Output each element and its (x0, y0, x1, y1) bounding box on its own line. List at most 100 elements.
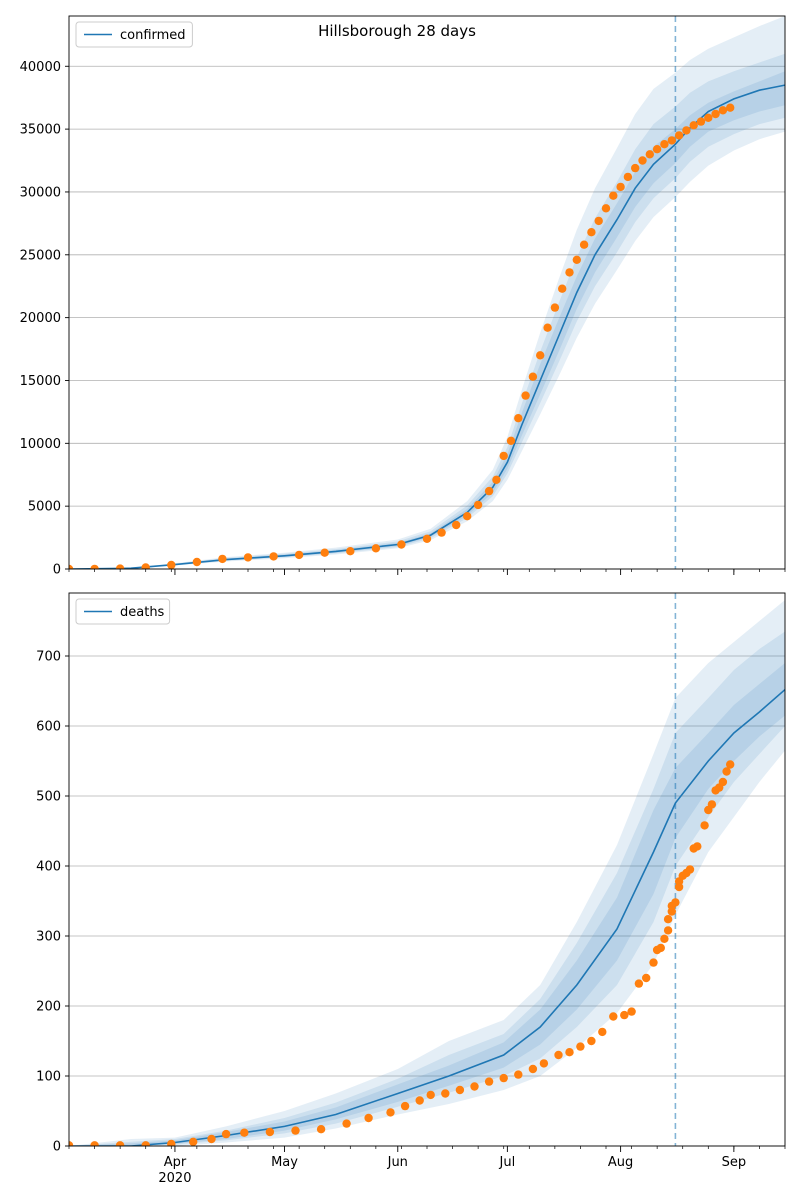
observed-point (265, 1127, 275, 1137)
observed-point (652, 145, 662, 154)
observed-point (539, 1059, 549, 1068)
observed-point (660, 140, 669, 149)
observed-point (667, 136, 676, 145)
uncertainty-band (69, 71, 785, 569)
observed-point (218, 554, 227, 564)
observed-point (620, 1010, 629, 1020)
observed-point (437, 528, 446, 537)
observed-point (634, 979, 644, 988)
observed-point (711, 109, 720, 119)
observed-point (671, 898, 680, 907)
model-line (69, 84, 785, 569)
observed-point (492, 475, 501, 484)
observed-point (69, 564, 74, 569)
observed-point (441, 1089, 450, 1098)
observed-point (700, 821, 709, 830)
observed-point (682, 126, 691, 135)
observed-point (422, 534, 432, 543)
observed-point (587, 228, 596, 237)
observed-point (645, 150, 654, 159)
x-tick-label: Jul (499, 1155, 516, 1170)
y-tick-label: 15000 (20, 374, 61, 389)
observed-point (649, 958, 658, 967)
x-tick-label: Aug (608, 1155, 633, 1170)
observed-point (587, 1036, 596, 1046)
model-line (69, 688, 785, 1146)
y-tick-label: 700 (36, 650, 61, 665)
observed-point (718, 777, 728, 787)
observed-point (415, 1096, 424, 1105)
x-tick-label: May (271, 1155, 298, 1170)
observed-point (726, 103, 735, 112)
observed-point (269, 552, 278, 561)
plot-area (69, 16, 785, 569)
observed-point (506, 436, 516, 445)
observed-point (221, 1129, 231, 1139)
y-tick-label: 0 (53, 1140, 61, 1155)
x-tick-label: Sep (722, 1155, 747, 1170)
y-tick-label: 5000 (28, 500, 61, 515)
observed-point (141, 1141, 150, 1146)
observed-point (528, 372, 538, 381)
uncertainty-band (69, 663, 785, 1146)
observed-point (598, 1027, 607, 1037)
uncertainty-band (69, 600, 785, 1146)
observed-point (455, 1085, 465, 1095)
legend-label: deaths (120, 605, 165, 620)
observed-point (243, 553, 253, 562)
x-year-label: 2020 (158, 1171, 191, 1186)
plot-area (69, 593, 785, 1146)
observed-point (463, 512, 472, 521)
observed-point (663, 915, 673, 924)
observed-point (386, 1108, 395, 1117)
observed-point (674, 131, 684, 140)
y-tick-label: 10000 (20, 437, 61, 452)
y-tick-label: 0 (53, 563, 61, 578)
observed-point (704, 113, 713, 123)
observed-point (660, 934, 669, 943)
observed-point (631, 163, 640, 173)
observed-point (207, 1134, 216, 1144)
y-tick-label: 500 (36, 790, 61, 805)
observed-point (616, 182, 625, 192)
observed-point (320, 548, 329, 557)
observed-point (294, 550, 304, 560)
confirmed-panel: 0 5000 10000 15000 20000 25000 30000 35000 40000… (20, 15, 786, 578)
y-tick-label: 300 (36, 930, 61, 945)
legend-label: confirmed (120, 28, 186, 43)
y-tick-label: 25000 (20, 248, 61, 263)
y-tick-label: 600 (36, 720, 61, 735)
observed-point (718, 106, 728, 115)
observed-point (696, 117, 706, 126)
y-tick-label: 20000 (20, 311, 61, 326)
observed-point (685, 865, 695, 874)
observed-point (189, 1137, 198, 1146)
observed-point (565, 1048, 574, 1057)
y-tick-label: 30000 (20, 185, 61, 200)
observed-point (554, 1050, 563, 1060)
observed-point (342, 1119, 351, 1128)
observed-point (484, 1077, 494, 1086)
observed-point (627, 1007, 636, 1016)
observed-point (528, 1064, 538, 1074)
observed-point (90, 1141, 99, 1146)
observed-point (115, 564, 125, 569)
x-tick-label: Apr (164, 1155, 187, 1170)
observed-point (364, 1113, 373, 1123)
observed-point (623, 172, 633, 182)
observed-point (707, 800, 717, 809)
observed-point (565, 268, 574, 277)
observed-point (167, 1139, 176, 1146)
observed-point (470, 1082, 479, 1091)
observed-point (601, 204, 611, 213)
observed-point (514, 1070, 523, 1079)
observed-point (642, 973, 651, 983)
y-tick-label: 400 (36, 860, 61, 875)
observed-point (722, 767, 731, 776)
chart-title: Hillsborough 28 days (318, 22, 476, 40)
observed-point (663, 926, 673, 935)
legend-box (75, 598, 171, 625)
observed-point (514, 414, 523, 423)
observed-point (473, 500, 483, 510)
